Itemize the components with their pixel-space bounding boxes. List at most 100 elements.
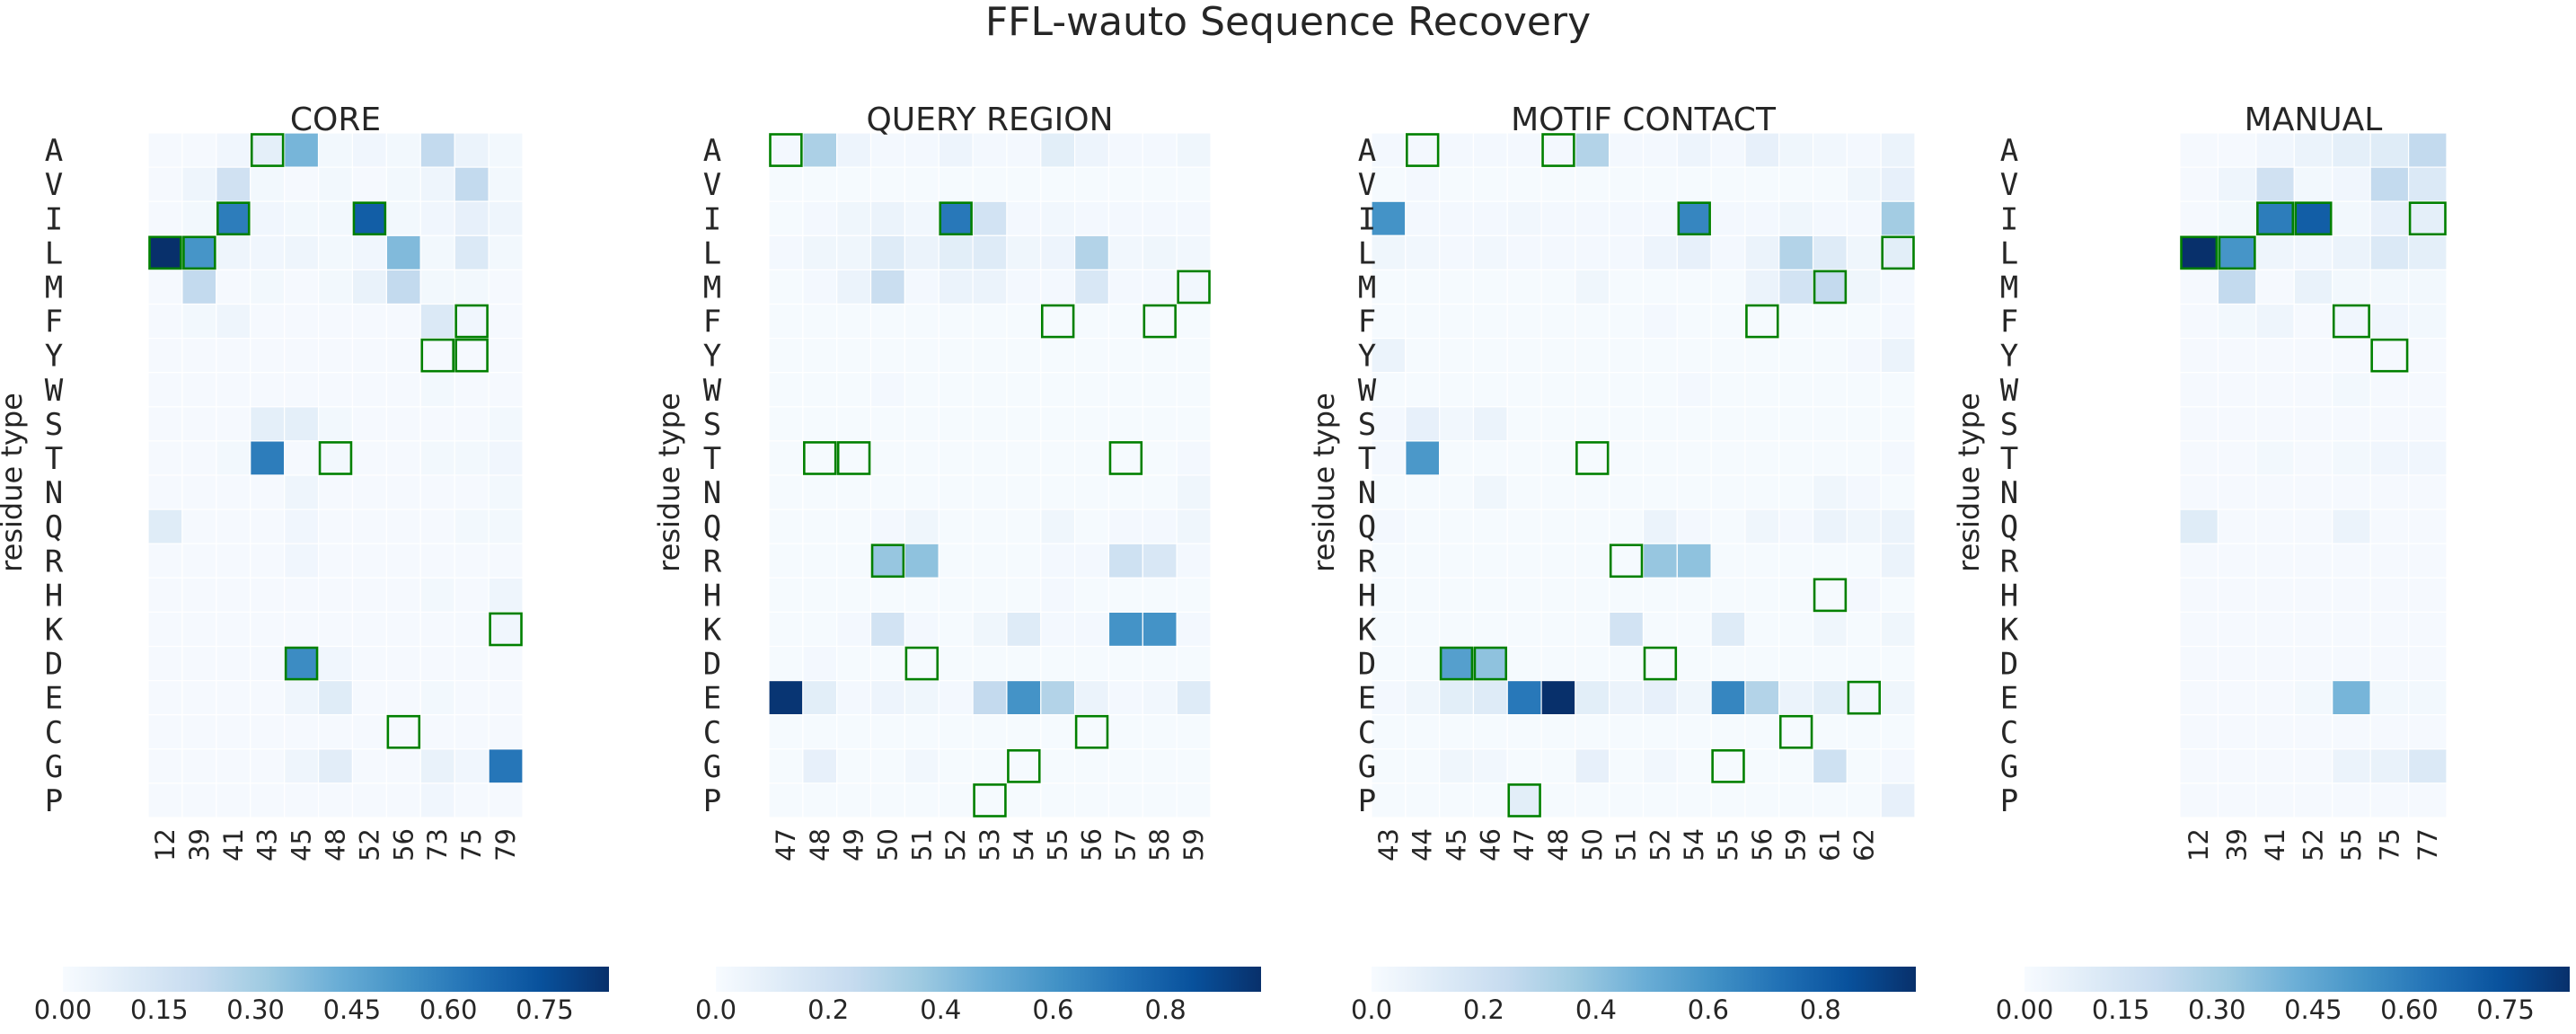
heatmap-cell bbox=[1107, 269, 1143, 305]
heatmap-cell bbox=[1176, 508, 1212, 544]
heatmap-cell bbox=[938, 679, 974, 716]
heatmap-cell bbox=[938, 611, 974, 648]
heatmap-cell bbox=[869, 234, 905, 270]
heatmap-cell bbox=[836, 714, 872, 750]
heatmap-cell bbox=[1744, 406, 1780, 442]
heatmap-cell bbox=[1812, 132, 1848, 168]
x-tick-label: 43 bbox=[1373, 828, 1404, 862]
heatmap-cell bbox=[2255, 645, 2295, 682]
heatmap-cell bbox=[250, 645, 286, 682]
heatmap-cell bbox=[1812, 234, 1848, 270]
heatmap-cell bbox=[869, 440, 905, 476]
y-tick-label: A bbox=[45, 133, 63, 169]
heatmap-cell bbox=[284, 577, 320, 613]
heatmap-cell bbox=[972, 234, 1008, 270]
y-tick-label: D bbox=[1358, 647, 1376, 683]
heatmap-cell bbox=[2255, 748, 2295, 784]
heatmap-cell bbox=[972, 611, 1008, 648]
y-tick-label: V bbox=[703, 167, 721, 203]
x-tick-label: 52 bbox=[354, 828, 384, 862]
heatmap-cell bbox=[284, 611, 320, 648]
heatmap-cell bbox=[419, 166, 455, 202]
heatmap-cell bbox=[1642, 166, 1678, 202]
heatmap-cell bbox=[1176, 440, 1212, 476]
heatmap-cell bbox=[1506, 132, 1542, 168]
heatmap-cell bbox=[1142, 132, 1178, 168]
heatmap-cell bbox=[1575, 645, 1610, 682]
heatmap-cell bbox=[385, 166, 421, 202]
heatmap-cell bbox=[1846, 372, 1882, 408]
heatmap-cell bbox=[2369, 782, 2410, 818]
heatmap-cell bbox=[1472, 474, 1508, 510]
heatmap-cell bbox=[869, 303, 905, 340]
y-tick-label: N bbox=[45, 475, 63, 511]
y-tick-label: F bbox=[2000, 305, 2018, 340]
heatmap-cell bbox=[1710, 338, 1746, 374]
heatmap-cell bbox=[1710, 679, 1746, 716]
heatmap-cell bbox=[419, 577, 455, 613]
heatmap-cell bbox=[1676, 714, 1712, 750]
y-tick-label: I bbox=[1358, 201, 1376, 237]
heatmap-cell bbox=[1107, 577, 1143, 613]
heatmap-cell bbox=[1540, 406, 1576, 442]
heatmap-cell bbox=[1609, 748, 1645, 784]
heatmap-cell bbox=[1812, 645, 1848, 682]
heatmap-cell bbox=[385, 269, 421, 305]
heatmap-cell bbox=[1710, 508, 1746, 544]
heatmap-cell bbox=[147, 645, 183, 682]
highlight-box bbox=[1507, 783, 1541, 817]
heatmap-cell bbox=[869, 200, 905, 236]
heatmap-cell bbox=[1676, 679, 1712, 716]
heatmap-cell bbox=[1642, 132, 1678, 168]
heatmap-cell bbox=[2255, 132, 2295, 168]
heatmap-cell bbox=[2217, 200, 2257, 236]
highlight-box bbox=[2256, 201, 2295, 236]
heatmap-cell bbox=[385, 782, 421, 818]
heatmap-cell bbox=[2332, 679, 2371, 716]
heatmap-cell bbox=[1506, 611, 1542, 648]
heatmap-cell bbox=[1040, 679, 1076, 716]
heatmap-cell bbox=[1778, 748, 1814, 784]
heatmap-cell bbox=[317, 714, 354, 750]
heatmap-cell bbox=[2217, 577, 2257, 613]
heatmap-cell bbox=[1812, 714, 1848, 750]
heatmap-cell bbox=[1405, 611, 1441, 648]
heatmap-cell bbox=[1880, 200, 1916, 236]
heatmap-cell bbox=[1846, 303, 1882, 340]
heatmap-cell bbox=[1812, 372, 1848, 408]
heatmap-cell bbox=[768, 577, 804, 613]
heatmap-cell bbox=[972, 166, 1008, 202]
heatmap-cell bbox=[147, 782, 183, 818]
heatmap-cell bbox=[2293, 440, 2333, 476]
heatmap-cell bbox=[1006, 577, 1042, 613]
heatmap-cell bbox=[972, 714, 1008, 750]
heatmap-cell bbox=[488, 679, 524, 716]
highlight-box bbox=[836, 441, 871, 475]
heatmap-cell bbox=[1744, 269, 1780, 305]
heatmap-cell bbox=[802, 543, 838, 579]
heatmap-cell bbox=[1176, 303, 1212, 340]
highlight-box bbox=[148, 235, 182, 270]
heatmap-cell bbox=[1506, 372, 1542, 408]
heatmap-cell bbox=[2293, 406, 2333, 442]
heatmap-cell bbox=[1642, 508, 1678, 544]
heatmap-cell bbox=[1142, 372, 1178, 408]
heatmap-cell bbox=[250, 166, 286, 202]
heatmap-cell bbox=[768, 303, 804, 340]
heatmap-cell bbox=[351, 234, 387, 270]
heatmap-cell bbox=[181, 508, 217, 544]
heatmap-cell bbox=[904, 577, 940, 613]
heatmap-cell bbox=[284, 508, 320, 544]
heatmap-cell bbox=[1812, 782, 1848, 818]
heatmap-cell bbox=[1006, 132, 1042, 168]
heatmap-cell bbox=[972, 508, 1008, 544]
heatmap-cell bbox=[1074, 611, 1110, 648]
y-tick-label: M bbox=[2000, 270, 2018, 305]
heatmap-cell bbox=[768, 611, 804, 648]
heatmap-cell bbox=[1778, 679, 1814, 716]
heatmap-cell bbox=[454, 132, 490, 168]
heatmap-cell bbox=[938, 269, 974, 305]
heatmap-cell bbox=[1846, 269, 1882, 305]
heatmap-cell bbox=[385, 132, 421, 168]
heatmap-cell bbox=[2255, 406, 2295, 442]
